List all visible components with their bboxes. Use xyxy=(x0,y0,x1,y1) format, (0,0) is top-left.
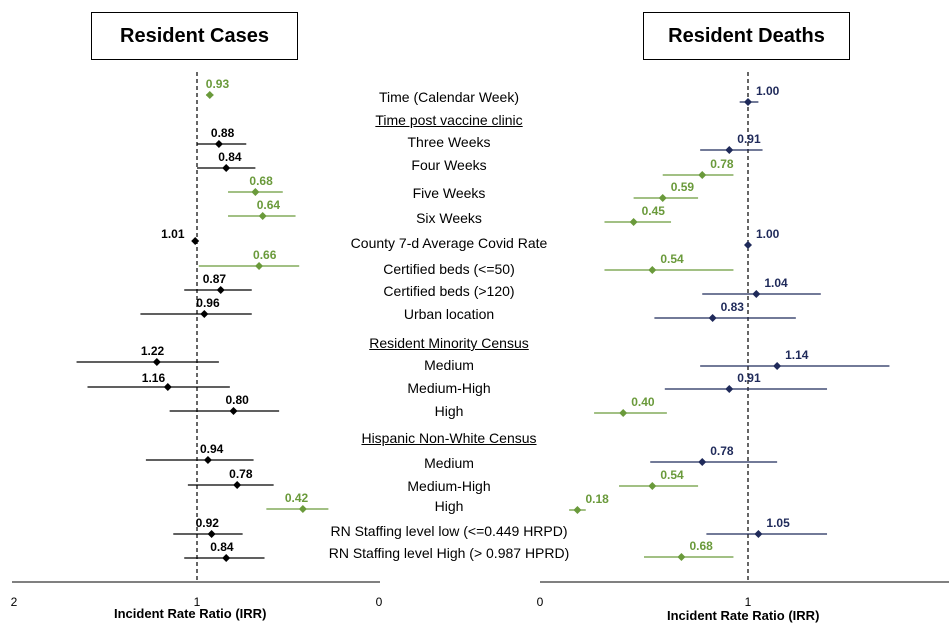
cases-point-marker xyxy=(222,164,231,172)
cases-point-label: 1.22 xyxy=(141,344,165,358)
deaths-point-marker xyxy=(725,146,734,154)
row-label: Three Weeks xyxy=(407,134,491,150)
deaths-point-label: 1.00 xyxy=(756,227,780,241)
cases-point-label: 1.01 xyxy=(161,227,185,241)
row-label: Medium-High xyxy=(407,478,491,494)
cases-point-label: 0.78 xyxy=(229,467,253,481)
cases-point-marker xyxy=(233,481,242,489)
cases-point-label: 0.84 xyxy=(210,540,234,554)
cases-x-axis-label: Incident Rate Ratio (IRR) xyxy=(114,606,267,621)
deaths-point-marker xyxy=(752,290,761,298)
row-label: Five Weeks xyxy=(412,185,486,201)
cases-point-marker xyxy=(214,140,223,148)
deaths-point-label: 0.78 xyxy=(710,157,734,171)
cases-point-marker xyxy=(229,407,238,415)
cases-point-marker xyxy=(216,286,225,294)
cases-point-marker xyxy=(255,262,264,270)
deaths-panel-title: Resident Deaths xyxy=(643,12,850,60)
deaths-point-label: 0.54 xyxy=(660,468,684,482)
deaths-point-label: 0.68 xyxy=(689,539,713,553)
deaths-point-marker xyxy=(744,241,752,249)
row-label: High xyxy=(434,498,464,514)
cases-point-marker xyxy=(203,456,212,464)
cases-point-marker xyxy=(222,554,231,562)
row-label: County 7-d Average Covid Rate xyxy=(350,235,548,251)
deaths-point-label: 0.91 xyxy=(737,132,761,146)
cases-point-label: 1.16 xyxy=(142,371,166,385)
row-group-header: Hispanic Non-White Census xyxy=(361,430,537,446)
cases-tick-label: 1 xyxy=(194,595,201,609)
row-label: Certified beds (<=50) xyxy=(383,261,515,277)
cases-panel-title: Resident Cases xyxy=(91,12,298,60)
cases-point-label: 0.88 xyxy=(211,126,235,140)
deaths-point-marker xyxy=(648,266,657,274)
deaths-point-marker xyxy=(725,385,734,393)
cases-point-label: 0.92 xyxy=(196,516,220,530)
cases-point-marker xyxy=(298,505,307,513)
cases-point-label: 0.42 xyxy=(285,491,309,505)
cases-point-label: 0.80 xyxy=(226,393,250,407)
cases-tick-label: 2 xyxy=(11,595,18,609)
row-label: Certified beds (>120) xyxy=(383,283,515,299)
row-label: Urban location xyxy=(403,306,495,322)
row-label: Medium-High xyxy=(407,380,491,396)
deaths-point-marker xyxy=(573,506,582,514)
cases-point-label: 0.84 xyxy=(218,150,242,164)
deaths-point-label: 0.45 xyxy=(642,204,666,218)
deaths-point-label: 0.54 xyxy=(660,252,684,266)
row-group-header: Resident Minority Census xyxy=(369,335,529,351)
cases-tick-label: 0 xyxy=(376,595,383,609)
cases-point-label: 0.64 xyxy=(257,198,281,212)
row-label: Six Weeks xyxy=(416,210,482,226)
deaths-point-label: 0.18 xyxy=(585,492,609,506)
row-label: Medium xyxy=(424,455,474,471)
deaths-point-label: 0.78 xyxy=(710,444,734,458)
cases-point-marker xyxy=(191,237,200,245)
cases-point-label: 0.96 xyxy=(196,296,220,310)
deaths-x-axis-label: Incident Rate Ratio (IRR) xyxy=(667,608,820,623)
deaths-point-label: 1.00 xyxy=(756,84,780,98)
deaths-point-marker xyxy=(629,218,638,226)
cases-point-marker xyxy=(200,310,209,318)
row-label: Time (Calendar Week) xyxy=(378,89,520,105)
row-label: Four Weeks xyxy=(411,157,487,173)
row-label: High xyxy=(434,403,464,419)
deaths-point-label: 0.40 xyxy=(631,395,655,409)
deaths-point-marker xyxy=(773,362,782,370)
deaths-tick-label: 0 xyxy=(537,595,544,609)
cases-point-marker xyxy=(205,91,214,99)
row-label: RN Staffing level low (<=0.449 HRPD) xyxy=(330,523,568,539)
deaths-point-marker xyxy=(744,98,752,106)
cases-point-marker xyxy=(163,383,172,391)
deaths-tick-label: 1 xyxy=(745,595,752,609)
cases-point-marker xyxy=(152,358,161,366)
cases-point-label: 0.68 xyxy=(249,174,273,188)
deaths-point-marker xyxy=(677,553,686,561)
cases-point-label: 0.94 xyxy=(200,442,224,456)
cases-point-label: 0.93 xyxy=(206,77,230,91)
cases-point-marker xyxy=(251,188,260,196)
cases-point-marker xyxy=(207,530,216,538)
deaths-point-marker xyxy=(708,314,717,322)
deaths-point-label: 0.83 xyxy=(721,300,745,314)
deaths-point-label: 1.05 xyxy=(766,516,790,530)
deaths-point-label: 1.14 xyxy=(785,348,809,362)
row-label: RN Staffing level High (> 0.987 HPRD) xyxy=(328,545,570,561)
deaths-point-label: 0.59 xyxy=(671,180,695,194)
deaths-point-marker xyxy=(658,194,667,202)
row-label: Medium xyxy=(424,357,474,373)
deaths-point-label: 0.91 xyxy=(737,371,761,385)
cases-point-label: 0.66 xyxy=(253,248,277,262)
deaths-point-label: 1.04 xyxy=(764,276,788,290)
deaths-point-marker xyxy=(619,409,628,417)
row-group-header: Time post vaccine clinic xyxy=(375,112,523,128)
deaths-point-marker xyxy=(698,171,707,179)
deaths-point-marker xyxy=(754,530,763,538)
cases-point-label: 0.87 xyxy=(203,272,227,286)
cases-point-marker xyxy=(258,212,267,220)
deaths-point-marker xyxy=(648,482,657,490)
deaths-point-marker xyxy=(698,458,707,466)
